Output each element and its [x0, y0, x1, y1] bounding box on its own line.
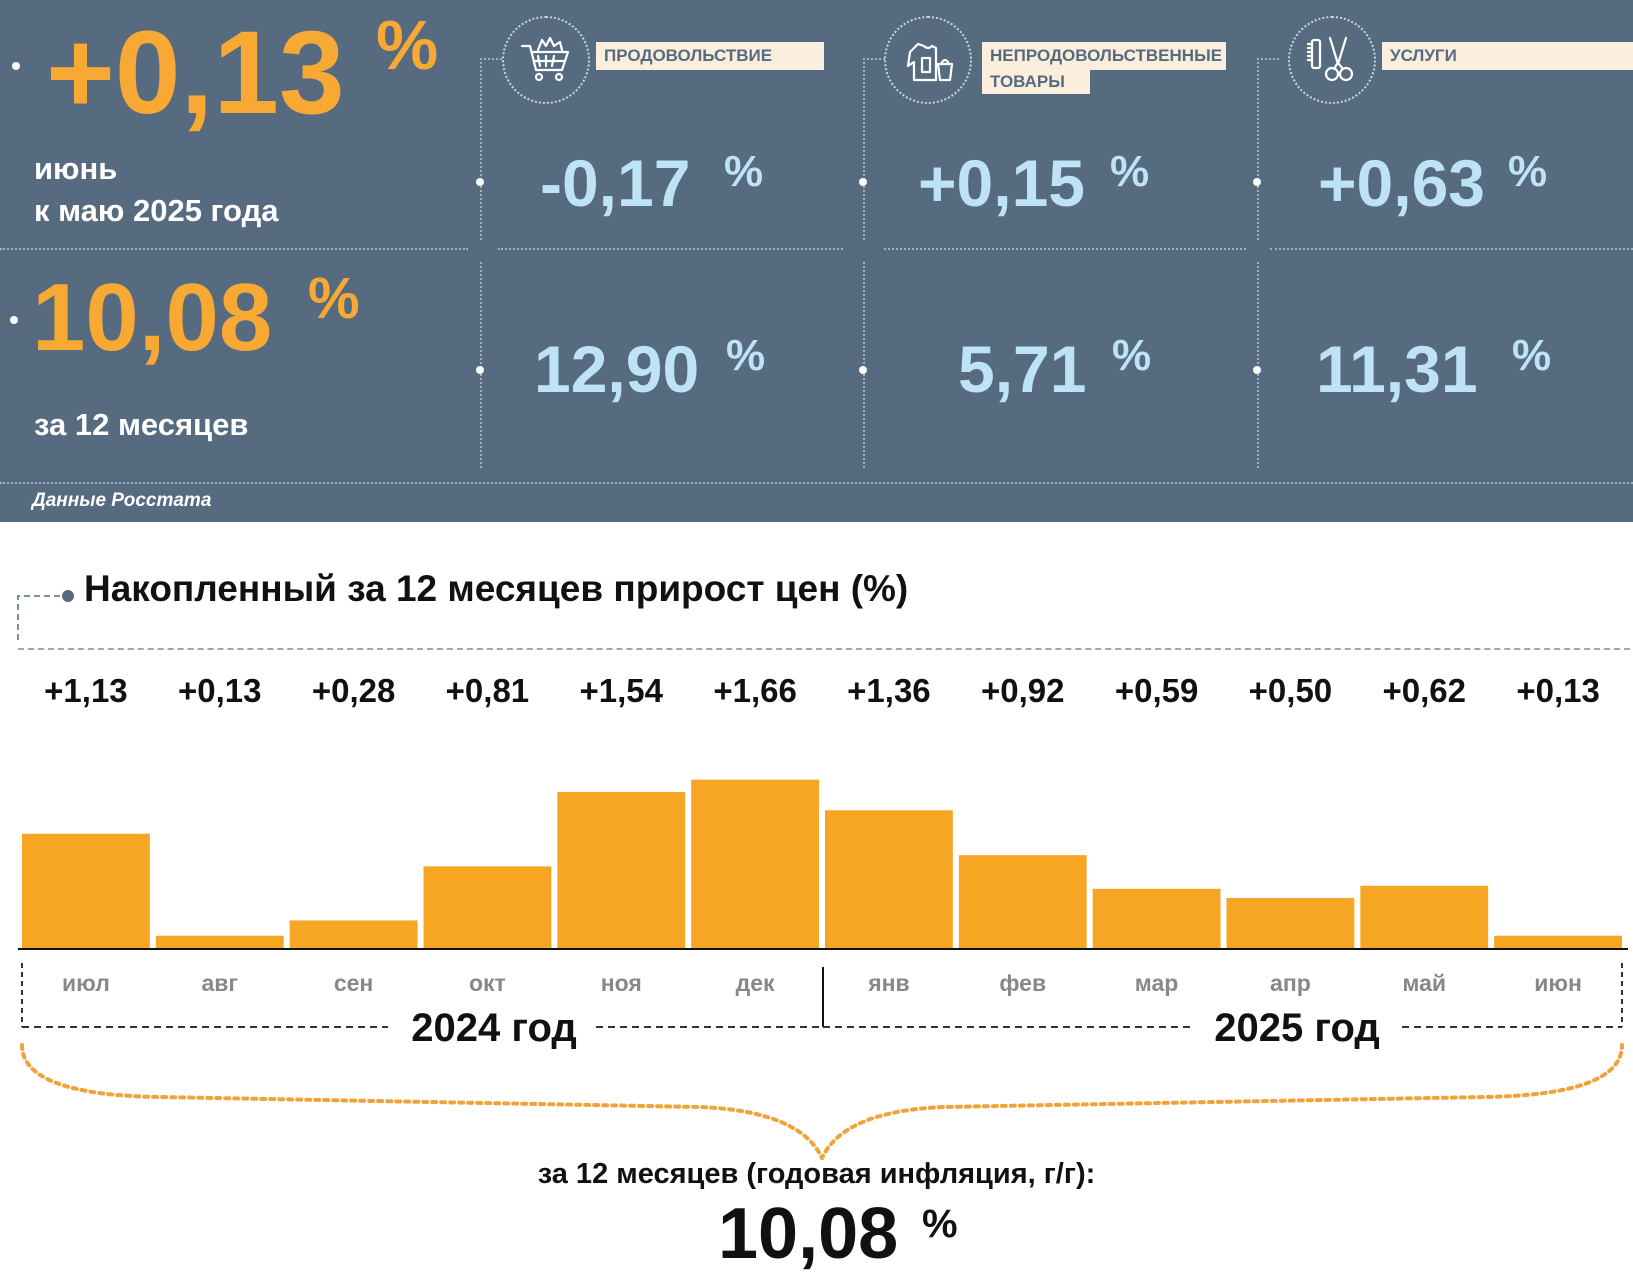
bar-4: [557, 791, 686, 949]
bar-9: [1226, 898, 1355, 949]
divider: [863, 262, 865, 468]
bar-0: [22, 833, 150, 949]
source-note: Данные Росстата: [32, 490, 212, 511]
divider: [1257, 262, 1259, 468]
category-label-food: ПРОДОВОЛЬСТВИЕ: [596, 42, 824, 71]
value-label-11: +0,13: [1516, 672, 1600, 709]
clothing-icon: [884, 16, 972, 104]
value-label-2: +0,28: [312, 672, 396, 709]
monthly-cpi-value: +0,13: [46, 7, 345, 139]
services-annual-value: 11,31: [1316, 332, 1478, 406]
month-label-2: сен: [334, 970, 373, 996]
monthly-cpi-percent: %: [376, 6, 439, 84]
chart-title: Накопленный за 12 месяцев прирост цен (%…: [84, 568, 909, 609]
title-underline: [18, 648, 1630, 650]
food-monthly-percent: %: [724, 147, 764, 196]
bar-1: [155, 935, 284, 949]
divider: [1257, 58, 1259, 240]
month-label-7: фев: [999, 970, 1046, 996]
divider: [480, 58, 482, 240]
month-label-5: дек: [736, 970, 775, 996]
month-label-6: янв: [867, 970, 909, 996]
annual-inflation-value: 10,08: [718, 1194, 899, 1274]
divider: [480, 262, 482, 468]
food-annual-percent: %: [726, 331, 766, 380]
month-label-4: ноя: [601, 970, 642, 996]
value-label-3: +0,81: [446, 672, 530, 709]
annual-cpi-percent: %: [308, 266, 360, 331]
value-label-4: +1,54: [580, 672, 664, 709]
group-label-2024: 2024 год: [411, 1006, 577, 1050]
value-label-1: +0,13: [178, 672, 262, 709]
scissors-comb-icon: [1288, 16, 1376, 104]
value-label-8: +0,59: [1115, 672, 1199, 709]
month-label-0: июл: [62, 970, 110, 996]
bar-10: [1360, 885, 1489, 949]
divider: [0, 482, 1633, 484]
bar-7: [958, 855, 1087, 949]
bar-6: [825, 810, 953, 949]
annual-brace: [20, 1043, 1624, 1160]
divider: [1270, 248, 1633, 250]
monthly-caption-month: июнь: [34, 151, 118, 186]
value-label-10: +0,62: [1383, 672, 1467, 709]
month-label-1: авг: [201, 970, 238, 996]
shopping-cart-icon: [502, 16, 590, 104]
group-label-2025: 2025 год: [1214, 1006, 1380, 1050]
marker-dot: [1253, 366, 1261, 374]
nonfood-monthly-value: +0,15: [918, 146, 1085, 220]
nonfood-annual-percent: %: [1112, 331, 1152, 380]
bar-chart: +1,13 июл +0,13 авг +0,28 сен +0,81 окт +1,54 ноя…: [18, 672, 1628, 1160]
bar-2: [289, 920, 418, 949]
bar-3: [423, 866, 552, 949]
marker-dot: [859, 178, 867, 186]
month-label-3: окт: [469, 970, 506, 996]
marker-dot: [10, 316, 18, 324]
connector: [863, 58, 885, 60]
marker-dot: [476, 178, 484, 186]
nonfood-annual-value: 5,71: [958, 332, 1087, 406]
marker-dot: [859, 366, 867, 374]
connector: [1257, 58, 1279, 60]
bar-11: [1494, 935, 1622, 949]
annual-caption: за 12 месяцев: [34, 407, 249, 442]
divider: [884, 248, 1246, 250]
value-label-7: +0,92: [981, 672, 1065, 709]
title-connector: [17, 590, 74, 640]
food-monthly-value: -0,17: [540, 146, 691, 220]
food-annual-value: 12,90: [534, 332, 700, 406]
services-monthly-percent: %: [1508, 147, 1548, 196]
category-label-services: УСЛУГИ: [1382, 42, 1633, 71]
category-label-nonfood-line2: ТОВАРЫ: [982, 70, 1090, 94]
monthly-caption-compare: к маю 2025 года: [34, 193, 279, 228]
services-monthly-value: +0,63: [1318, 146, 1485, 220]
bar-5: [691, 779, 819, 949]
bar-8: [1092, 888, 1221, 949]
services-annual-percent: %: [1512, 331, 1552, 380]
value-label-6: +1,36: [847, 672, 931, 709]
month-label-11: июн: [1534, 970, 1582, 996]
annual-cpi-value: 10,08: [32, 264, 273, 371]
marker-dot: [1253, 178, 1261, 186]
month-label-10: май: [1402, 970, 1446, 996]
value-label-9: +0,50: [1249, 672, 1333, 709]
divider: [863, 58, 865, 240]
nonfood-monthly-percent: %: [1110, 147, 1150, 196]
marker-dot: [12, 62, 20, 70]
divider: [498, 248, 843, 250]
month-label-8: мар: [1135, 970, 1179, 996]
value-label-5: +1,66: [713, 672, 797, 709]
marker-dot: [476, 366, 484, 374]
divider: [0, 248, 468, 250]
annual-inflation-caption: за 12 месяцев (годовая инфляция, г/г):: [537, 1158, 1096, 1190]
connector: [480, 58, 502, 60]
month-label-9: апр: [1270, 970, 1311, 996]
summary-panel: +0,13 % июнь к маю 2025 года 10,08 % за …: [0, 0, 1633, 522]
value-label-0: +1,13: [44, 672, 128, 709]
category-label-nonfood: НЕПРОДОВОЛЬСТВЕННЫЕ: [982, 42, 1226, 71]
annual-inflation-percent: %: [922, 1202, 958, 1246]
